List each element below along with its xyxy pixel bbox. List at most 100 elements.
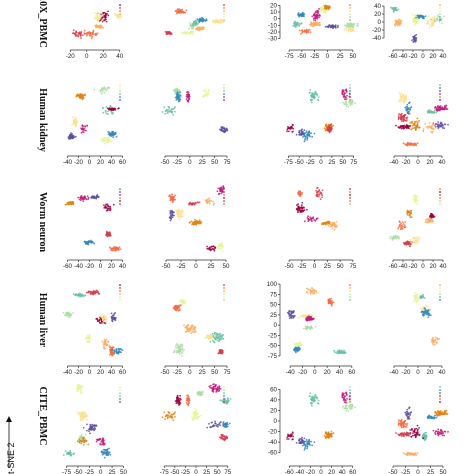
- scatter-point: [350, 30, 353, 33]
- scatter-point: [86, 241, 89, 244]
- scatter-point: [204, 199, 207, 202]
- scatter-point: [91, 31, 94, 34]
- x-tick-label: 0: [188, 369, 192, 376]
- legend-marker: [349, 197, 351, 199]
- scatter-point: [298, 348, 301, 351]
- scatter-point: [79, 33, 81, 36]
- scatter-point: [185, 9, 188, 12]
- scatter-point: [177, 214, 180, 217]
- scatter-point: [191, 223, 193, 226]
- scatter-point: [351, 101, 354, 103]
- scatter-point: [206, 92, 209, 95]
- scatter-point: [74, 116, 77, 118]
- x-tick-label: 50: [337, 263, 344, 270]
- scatter-point: [403, 95, 406, 98]
- scatter-point: [177, 349, 180, 352]
- y-tick-label: -50: [268, 343, 278, 350]
- scatter-point: [301, 201, 304, 204]
- legend-marker: [349, 16, 351, 18]
- scatter-point: [399, 224, 402, 226]
- scatter-point: [350, 102, 353, 105]
- scatter-point: [298, 133, 301, 136]
- legend-marker: [349, 203, 351, 205]
- scatter-point: [105, 20, 108, 23]
- scatter-point: [398, 116, 400, 119]
- scatter-point: [198, 28, 201, 31]
- scatter-point: [178, 96, 181, 99]
- legend-marker: [349, 19, 351, 21]
- scatter-point: [322, 222, 325, 224]
- scatter-point: [190, 332, 193, 335]
- scatter-point: [220, 22, 223, 24]
- scatter-point: [182, 32, 185, 35]
- scatter-point: [178, 215, 181, 217]
- scatter-point: [78, 412, 81, 414]
- scatter-point: [416, 203, 419, 206]
- scatter-point: [293, 315, 295, 318]
- scatter-point: [293, 343, 296, 345]
- scatter-point: [101, 340, 104, 343]
- y-tick-label: 20: [374, 11, 381, 18]
- scatter-point: [293, 310, 295, 312]
- scatter-point: [92, 290, 95, 292]
- scatter-point: [72, 293, 75, 296]
- scatter-point: [180, 355, 183, 357]
- scatter-point: [409, 108, 411, 111]
- scatter-point: [348, 100, 351, 103]
- x-tick-label: 40: [440, 263, 447, 270]
- scatter-point: [106, 13, 108, 15]
- scatter-point: [414, 14, 416, 17]
- scatter-point: [399, 100, 402, 103]
- x-tick-label: 75: [224, 159, 231, 166]
- scatter-point: [326, 129, 329, 132]
- scatter-point: [81, 34, 84, 36]
- scatter-point: [392, 8, 394, 11]
- scatter-point: [184, 326, 187, 329]
- scatter-point: [173, 349, 176, 352]
- scatter-point: [318, 7, 320, 10]
- scatter-point: [420, 311, 423, 313]
- scatter-point: [424, 123, 427, 125]
- legend-marker: [119, 93, 121, 95]
- scatter-point: [104, 12, 107, 15]
- scatter-point: [293, 349, 296, 351]
- scatter-point: [307, 31, 310, 34]
- scatter-point: [427, 314, 429, 316]
- scatter-point: [101, 18, 104, 21]
- scatter-point: [328, 24, 330, 26]
- scatter-point: [111, 346, 114, 349]
- x-tick-label: -40: [286, 369, 296, 376]
- scatter-point: [398, 226, 400, 228]
- scatter-point: [323, 127, 326, 130]
- scatter-point: [220, 249, 223, 252]
- panel-r0-c0: -20 0 20 40: [66, 4, 124, 60]
- scatter-point: [106, 209, 109, 212]
- scatter-point: [89, 31, 92, 34]
- scatter-point: [437, 127, 440, 130]
- scatter-point: [298, 29, 301, 32]
- scatter-point: [399, 21, 401, 23]
- scatter-point: [112, 203, 115, 206]
- legend-marker: [119, 84, 121, 86]
- scatter-point: [309, 216, 311, 219]
- x-tick-label: 20: [324, 369, 331, 376]
- scatter-point: [417, 15, 420, 18]
- scatter-point: [210, 246, 213, 248]
- scatter-point: [95, 289, 98, 292]
- scatter-point: [356, 22, 359, 25]
- scatter-point: [78, 94, 81, 97]
- scatter-point: [436, 125, 439, 128]
- scatter-point: [310, 24, 313, 27]
- scatter-point: [165, 109, 168, 112]
- scatter-point: [108, 134, 111, 137]
- legend-marker: [223, 7, 225, 9]
- scatter-point: [443, 15, 445, 18]
- scatter-point: [351, 27, 354, 29]
- scatter-point: [413, 194, 416, 197]
- scatter-point: [212, 19, 215, 22]
- scatter-point: [170, 111, 173, 113]
- scatter-point: [426, 221, 429, 224]
- legend-marker: [439, 194, 441, 196]
- scatter-point: [427, 316, 430, 318]
